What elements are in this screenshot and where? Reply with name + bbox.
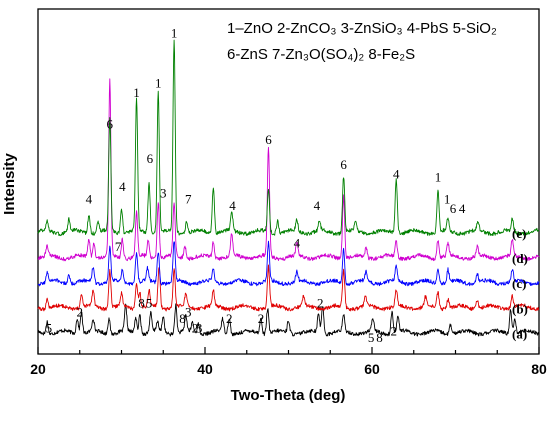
y-axis-title: Intensity	[1, 153, 18, 215]
x-tick-label: 20	[30, 361, 46, 377]
peak-label: 2	[226, 311, 233, 326]
peak-label: 1	[435, 170, 442, 185]
peak-label: 5	[46, 320, 53, 335]
peak-label: 2	[258, 311, 265, 326]
legend-line-1: 1–ZnO 2-ZnCO₃ 3-ZnSiO₃ 4-PbS 5-SiO₂	[227, 20, 497, 37]
peak-label: 6	[450, 201, 457, 216]
peak-label: 6	[107, 116, 114, 131]
series-label-b: (b)	[512, 301, 528, 316]
peak-label: 4	[86, 192, 93, 207]
peak-label: 4	[393, 167, 400, 182]
series-label-a: (a)	[512, 326, 527, 341]
peak-label: 3	[160, 185, 167, 200]
peak-label: 4	[314, 198, 321, 213]
peak-label: 1	[133, 85, 140, 100]
x-tick-label: 80	[531, 361, 547, 377]
peak-label: 2	[390, 324, 397, 339]
peak-label: 7	[115, 239, 122, 254]
series-line-e	[37, 39, 540, 237]
peak-label: 4	[294, 236, 301, 251]
legend-line-2: 6-ZnS 7-Zn₃O(SO₄)₂ 8-Fe₂S	[227, 46, 415, 63]
peak-label: 1	[155, 76, 162, 91]
peak-label: 3	[196, 320, 203, 335]
peak-label: 7	[185, 192, 192, 207]
series-line-c	[37, 240, 540, 287]
series-label-c: (c)	[512, 276, 526, 291]
peak-label: 5	[368, 330, 375, 345]
x-axis-tick-labels: 20 40 60 80	[30, 361, 547, 377]
peak-label: 1	[444, 192, 451, 207]
x-axis-title: Two-Theta (deg)	[231, 387, 346, 404]
peak-label: 6	[147, 151, 154, 166]
peak-label: 4	[229, 198, 236, 213]
series-label-d: (d)	[512, 251, 528, 266]
x-tick-label: 60	[364, 361, 380, 377]
peak-label: 5	[146, 295, 153, 310]
peak-label: 2	[317, 295, 324, 310]
peak-label: 6	[340, 157, 347, 172]
peak-label: 6	[265, 132, 272, 147]
x-tick-label: 40	[197, 361, 213, 377]
peak-label: 8	[138, 295, 145, 310]
x-axis-ticks	[37, 347, 540, 354]
peak-label: 1	[171, 25, 178, 40]
series-line-a	[37, 303, 540, 337]
peak-label: 3	[185, 305, 192, 320]
series-line-d	[37, 78, 540, 262]
peak-label: 8	[179, 311, 186, 326]
series-layer	[37, 39, 540, 337]
series-labels: (a) (b) (c) (d) (e)	[512, 226, 528, 341]
peak-label: 4	[119, 179, 126, 194]
series-line-b	[37, 264, 540, 312]
peak-label: 2	[77, 305, 84, 320]
peak-label: 2	[192, 320, 199, 335]
peak-label: 8	[376, 330, 383, 345]
series-label-e: (e)	[512, 226, 526, 241]
peak-label: 4	[459, 201, 466, 216]
